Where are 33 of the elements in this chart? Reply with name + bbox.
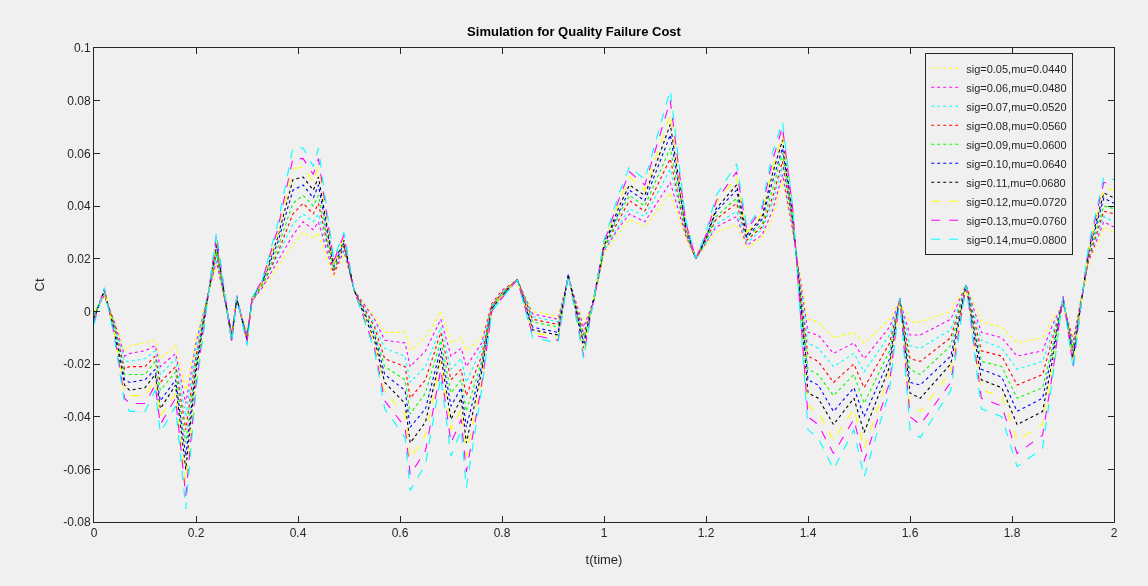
y-tick-label: -0.08 bbox=[63, 515, 91, 530]
x-tick-label: 0.8 bbox=[493, 526, 511, 541]
y-axis-title: Ct bbox=[32, 278, 48, 292]
y-tick-label: 0.08 bbox=[67, 93, 91, 108]
legend-label: sig=0.06,mu=0.0480 bbox=[966, 81, 1067, 94]
x-tick-label: 0.6 bbox=[391, 526, 409, 541]
x-tick-label: 0.4 bbox=[289, 526, 307, 541]
x-tick-label: 0.2 bbox=[187, 526, 205, 541]
legend-label: sig=0.14,mu=0.0800 bbox=[966, 233, 1067, 246]
y-tick-label: 0.1 bbox=[73, 41, 91, 56]
legend-label: sig=0.12,mu=0.0720 bbox=[966, 195, 1067, 208]
x-axis-title: t(time) bbox=[585, 552, 623, 567]
x-tick-label: 1 bbox=[600, 526, 608, 541]
y-tick-label: -0.06 bbox=[63, 462, 91, 477]
legend-label: sig=0.08,mu=0.0560 bbox=[966, 119, 1067, 132]
chart-title: Simulation for Quality Failure Cost bbox=[467, 24, 682, 39]
y-tick-label: 0 bbox=[83, 304, 91, 319]
legend-label: sig=0.09,mu=0.0600 bbox=[966, 138, 1067, 151]
legend-label: sig=0.05,mu=0.0440 bbox=[966, 62, 1067, 75]
y-tick-label: 0.04 bbox=[67, 199, 91, 214]
y-tick-label: -0.02 bbox=[63, 357, 91, 372]
x-tick-label: 1.2 bbox=[697, 526, 715, 541]
x-tick-label: 2 bbox=[1110, 526, 1118, 541]
legend-label: sig=0.07,mu=0.0520 bbox=[966, 100, 1067, 113]
y-tick-label: 0.02 bbox=[67, 251, 91, 266]
x-tick-label: 1.6 bbox=[901, 526, 919, 541]
x-tick-label: 1.8 bbox=[1003, 526, 1021, 541]
legend-label: sig=0.13,mu=0.0760 bbox=[966, 214, 1067, 227]
legend-label: sig=0.10,mu=0.0640 bbox=[966, 157, 1067, 170]
y-tick-label: -0.04 bbox=[63, 409, 91, 424]
y-tick-label: 0.06 bbox=[67, 146, 91, 161]
x-tick-label: 1.4 bbox=[799, 526, 817, 541]
legend-label: sig=0.11,mu=0.0680 bbox=[966, 176, 1066, 189]
